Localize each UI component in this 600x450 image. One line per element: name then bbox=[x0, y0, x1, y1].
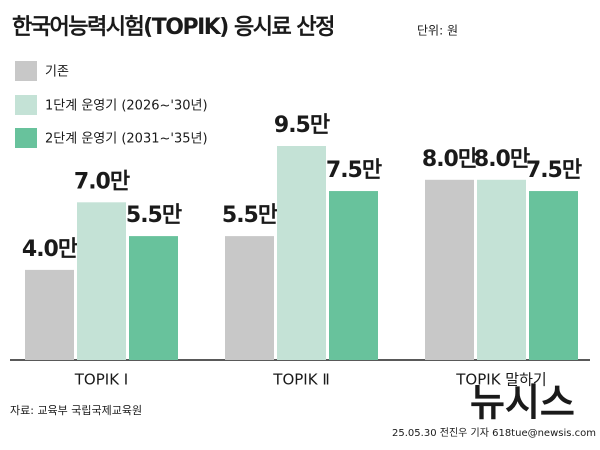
value-label: 7.5만 bbox=[326, 158, 382, 183]
value-label: 8.0만 bbox=[474, 147, 530, 172]
bar bbox=[25, 269, 74, 360]
value-label: 9.5만 bbox=[274, 113, 330, 138]
value-label: 5.5만 bbox=[126, 203, 182, 228]
bar bbox=[129, 236, 178, 360]
bar bbox=[225, 236, 274, 360]
value-label: 8.0만 bbox=[422, 147, 478, 172]
x-tick-label: TOPIK Ⅰ bbox=[74, 371, 128, 389]
bar bbox=[277, 146, 326, 360]
unit-label: 단위: 원 bbox=[417, 24, 458, 38]
bar bbox=[529, 191, 578, 360]
value-label: 7.0만 bbox=[74, 169, 130, 194]
legend-label: 2단계 운영기 (2031~'35년) bbox=[45, 132, 208, 147]
x-tick-label: TOPIK 말하기 bbox=[455, 371, 546, 389]
bar bbox=[477, 179, 526, 360]
credit: 25.05.30 전진우 기자 618tue@newsis.com bbox=[392, 427, 596, 439]
value-label: 5.5만 bbox=[222, 203, 278, 228]
legend-swatch bbox=[15, 61, 37, 81]
legend-swatch bbox=[15, 95, 37, 115]
legend-swatch bbox=[15, 128, 37, 148]
bar bbox=[329, 191, 378, 360]
source: 자료: 교육부 국립국제교육원 bbox=[10, 404, 142, 417]
bar bbox=[425, 179, 474, 360]
x-tick-label: TOPIK Ⅱ bbox=[272, 371, 329, 389]
value-label: 4.0만 bbox=[22, 237, 78, 262]
value-label: 7.5만 bbox=[526, 158, 582, 183]
chart-title: 한국어능력시험(TOPIK) 응시료 산정 bbox=[12, 14, 334, 40]
legend-label: 기존 bbox=[45, 65, 69, 80]
bar bbox=[77, 202, 126, 360]
logo: 뉴시스 bbox=[470, 381, 575, 425]
legend-label: 1단계 운영기 (2026~'30년) bbox=[45, 99, 208, 114]
